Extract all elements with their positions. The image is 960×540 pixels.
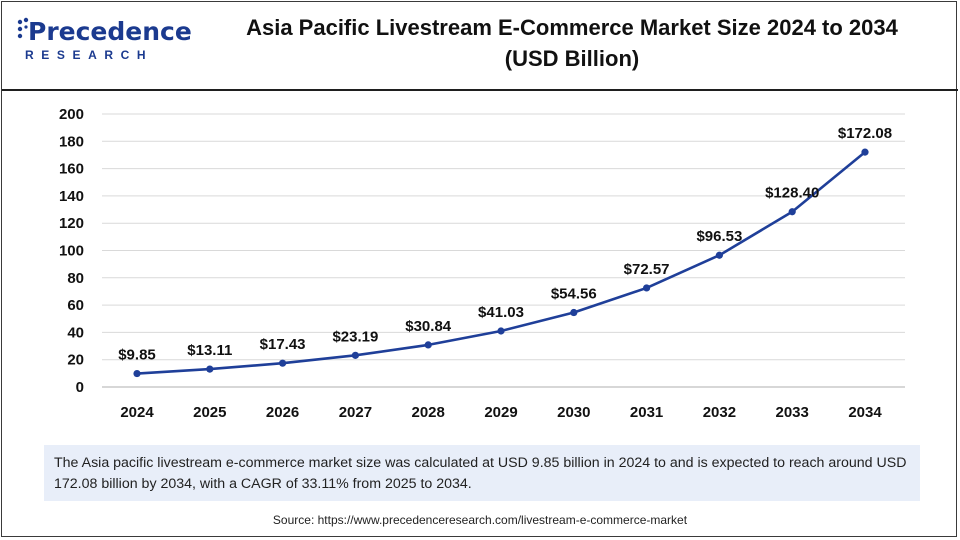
x-tick-label: 2028 [412, 404, 445, 421]
data-point [351, 351, 359, 359]
data-point [424, 341, 432, 349]
data-label: $17.43 [260, 336, 306, 353]
x-tick-label: 2030 [557, 404, 590, 421]
chart-title-line2: (USD Billion) [504, 46, 640, 71]
x-tick-label: 2034 [848, 404, 882, 421]
x-tick-label: 2033 [776, 404, 809, 421]
data-point [497, 327, 505, 335]
data-point [206, 365, 214, 373]
data-label: $9.85 [118, 347, 156, 364]
y-tick-label: 180 [59, 133, 84, 150]
x-tick-label: 2024 [120, 404, 154, 421]
x-tick-label: 2025 [193, 404, 226, 421]
y-tick-label: 0 [76, 379, 84, 396]
data-point [570, 308, 578, 317]
logo-mark-icon [17, 17, 29, 39]
data-label: $72.57 [624, 261, 670, 278]
data-label: $128.40 [765, 185, 819, 202]
data-point [643, 284, 651, 292]
data-label: $41.03 [478, 304, 524, 321]
y-tick-label: 160 [59, 161, 84, 178]
series-line [136, 151, 866, 375]
y-tick-label: 20 [67, 352, 84, 369]
summary-text: The Asia pacific livestream e-commerce m… [54, 455, 907, 492]
header-divider [2, 89, 958, 91]
data-point [715, 251, 724, 259]
data-point [279, 359, 287, 367]
data-label: $30.84 [405, 318, 452, 335]
data-label: $54.56 [551, 286, 597, 303]
x-tick-label: 2027 [339, 404, 372, 421]
y-tick-label: 120 [59, 215, 84, 232]
x-tick-label: 2029 [484, 404, 517, 421]
y-tick-label: 140 [59, 188, 84, 205]
x-tick-label: 2032 [703, 404, 736, 421]
line-chart: 0 20 40 60 80 100 120 140 160 180 200 2024 2025 2026… [59, 106, 905, 421]
logo-subtitle: RESEARCH [25, 48, 154, 62]
data-point [861, 148, 869, 156]
y-tick-label: 200 [59, 106, 84, 123]
chart-title: Asia Pacific Livestream E-Commerce Marke… [202, 12, 942, 74]
logo-wordmark: Precedence [28, 17, 192, 46]
source-note: Source: https://www.precedenceresearch.c… [272, 513, 688, 527]
y-tick-label: 40 [67, 324, 84, 341]
y-tick-label: 60 [67, 297, 84, 314]
data-point [788, 208, 796, 216]
data-label: $13.11 [187, 342, 232, 359]
y-tick-label: 80 [67, 270, 84, 287]
x-tick-label: 2026 [266, 404, 299, 421]
summary-panel: The Asia pacific livestream e-commerce m… [44, 445, 920, 501]
chart-title-line1: Asia Pacific Livestream E-Commerce Marke… [246, 15, 898, 40]
header: Precedence RESEARCH Asia Pacific Livestr… [2, 2, 958, 89]
data-label: $172.08 [838, 125, 892, 142]
logo: Precedence RESEARCH [16, 12, 192, 68]
data-label: $23.19 [332, 328, 378, 345]
x-tick-label: 2031 [630, 404, 663, 421]
y-tick-label: 100 [59, 243, 84, 260]
data-label: $96.53 [696, 228, 742, 245]
data-point [133, 369, 141, 378]
